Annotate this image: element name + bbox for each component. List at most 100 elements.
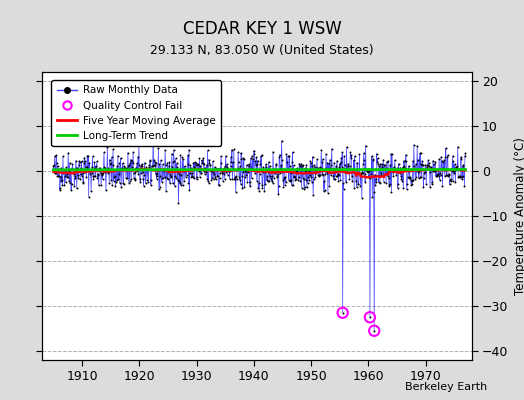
Point: [364, 174, 373, 180]
Point: [350, 184, 358, 191]
Point: [169, 180, 177, 187]
Point: [249, 167, 258, 174]
Point: [294, 174, 303, 180]
Point: [433, 171, 442, 177]
Point: [434, 172, 443, 179]
Point: [371, 182, 379, 188]
Point: [436, 172, 445, 178]
Point: [303, 180, 312, 186]
Point: [432, 167, 441, 173]
Point: [362, 142, 370, 149]
Point: [240, 184, 248, 190]
Point: [219, 168, 227, 174]
Point: [135, 162, 144, 168]
Point: [272, 160, 280, 167]
Point: [351, 169, 359, 176]
Point: [78, 170, 86, 176]
Point: [426, 184, 434, 191]
Point: [368, 157, 377, 163]
Point: [288, 149, 297, 155]
Point: [450, 170, 458, 176]
Point: [147, 182, 155, 188]
Point: [370, 328, 378, 334]
Point: [383, 159, 391, 165]
Point: [259, 168, 267, 175]
Point: [274, 190, 282, 197]
Point: [430, 168, 439, 174]
Point: [311, 174, 320, 180]
Point: [422, 181, 430, 188]
Point: [417, 161, 425, 167]
Point: [293, 168, 301, 175]
Point: [201, 171, 209, 177]
Point: [57, 165, 66, 171]
Point: [231, 174, 239, 180]
Point: [127, 176, 135, 182]
Point: [381, 164, 390, 171]
Point: [304, 174, 312, 181]
Point: [98, 171, 106, 178]
Point: [82, 164, 90, 171]
Point: [454, 144, 462, 150]
Point: [451, 179, 460, 185]
Point: [330, 160, 339, 166]
Point: [339, 310, 347, 316]
Point: [171, 172, 179, 179]
Point: [132, 165, 140, 172]
Point: [443, 172, 451, 179]
Point: [94, 182, 103, 189]
Point: [247, 175, 256, 182]
Point: [369, 156, 377, 162]
Point: [143, 176, 151, 183]
Point: [341, 161, 349, 168]
Point: [376, 180, 384, 186]
Point: [83, 164, 91, 171]
Point: [255, 170, 264, 177]
Point: [331, 172, 340, 179]
Point: [308, 179, 316, 185]
Point: [334, 170, 342, 177]
Point: [303, 184, 311, 191]
Point: [152, 160, 160, 167]
Point: [50, 161, 59, 168]
Point: [361, 170, 369, 177]
Point: [217, 153, 225, 160]
Point: [174, 200, 183, 206]
Point: [219, 178, 227, 184]
Point: [114, 152, 122, 159]
Point: [282, 178, 290, 185]
Point: [171, 155, 180, 162]
Point: [224, 168, 233, 174]
Point: [241, 168, 249, 174]
Point: [237, 156, 246, 162]
Point: [325, 182, 333, 189]
Point: [173, 177, 182, 183]
Point: [58, 182, 67, 188]
Point: [221, 176, 229, 182]
Point: [338, 149, 346, 156]
Point: [430, 161, 438, 168]
Point: [190, 164, 198, 171]
Point: [161, 146, 169, 153]
Point: [228, 175, 237, 182]
Point: [316, 165, 325, 171]
Point: [211, 173, 220, 180]
Point: [105, 168, 113, 174]
Point: [360, 157, 368, 163]
Point: [62, 179, 70, 186]
Point: [302, 177, 310, 183]
Point: [356, 183, 365, 189]
Point: [427, 166, 435, 172]
Point: [124, 149, 132, 156]
Point: [65, 178, 73, 185]
Point: [399, 164, 407, 170]
Point: [353, 160, 361, 166]
Point: [63, 174, 72, 180]
Point: [128, 160, 137, 166]
Point: [184, 180, 193, 186]
Point: [329, 165, 337, 172]
Point: [121, 165, 129, 171]
Point: [116, 155, 125, 161]
Point: [320, 186, 329, 193]
Point: [314, 173, 323, 179]
